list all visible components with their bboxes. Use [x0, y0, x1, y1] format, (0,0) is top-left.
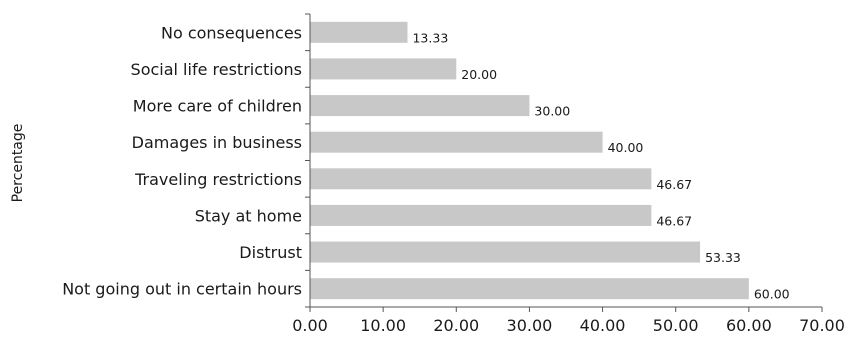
x-tick-label: 0.00: [292, 316, 328, 335]
data-label: 46.67: [656, 213, 692, 228]
bar: [310, 21, 408, 43]
data-label: 46.67: [656, 177, 692, 192]
bar: [310, 58, 457, 80]
x-tick-label: 10.00: [360, 316, 406, 335]
data-label: 30.00: [534, 104, 570, 119]
data-label: 20.00: [461, 67, 497, 82]
data-label: 13.33: [412, 30, 448, 45]
x-tick-label: 70.00: [799, 316, 845, 335]
category-label: No consequences: [161, 23, 302, 42]
bar: [310, 241, 701, 263]
category-label: Distrust: [239, 243, 302, 262]
x-tick-label: 60.00: [726, 316, 772, 335]
category-label: Traveling restrictions: [134, 170, 302, 189]
x-tick-label: 40.00: [580, 316, 626, 335]
category-label: Stay at home: [195, 206, 302, 225]
data-label: 40.00: [608, 140, 644, 155]
bar: [310, 204, 652, 226]
x-tick-label: 50.00: [653, 316, 699, 335]
bar: [310, 131, 603, 153]
x-tick-label: 30.00: [507, 316, 553, 335]
category-label: Damages in business: [132, 133, 302, 152]
category-label: Social life restrictions: [131, 60, 302, 79]
bar: [310, 95, 530, 117]
data-label: 53.33: [705, 250, 741, 265]
bar: [310, 278, 749, 300]
category-label: Not going out in certain hours: [62, 280, 302, 299]
y-axis-title: Percentage: [10, 124, 26, 203]
x-tick-label: 20.00: [433, 316, 479, 335]
bar: [310, 168, 652, 190]
category-label: More care of children: [133, 97, 302, 116]
data-label: 60.00: [754, 287, 790, 302]
